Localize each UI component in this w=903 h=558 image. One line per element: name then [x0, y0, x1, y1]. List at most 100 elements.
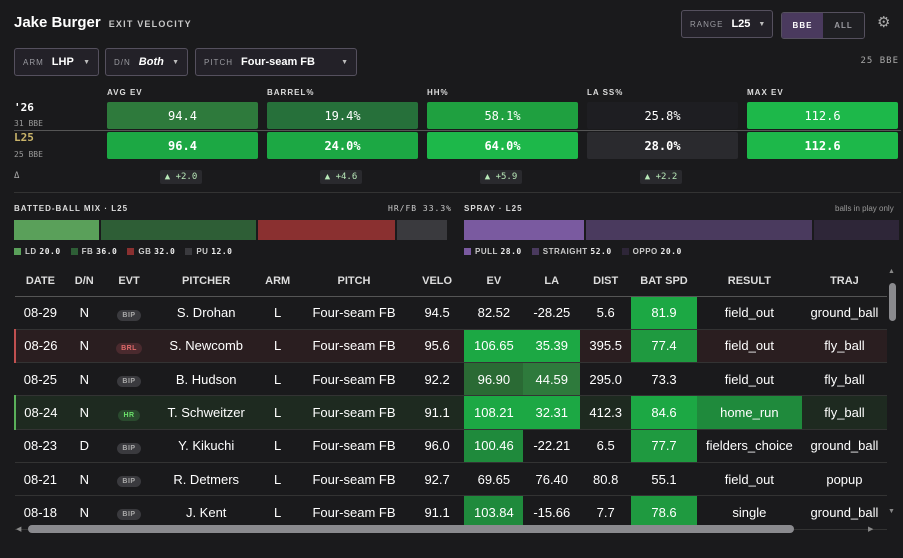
cell-pitch: Four-seam FB: [298, 395, 410, 430]
chevron-down-icon: ▼: [172, 58, 179, 66]
cell-dn: D: [65, 429, 103, 463]
cell-dn: N: [65, 296, 103, 330]
cell-date: 08-24: [14, 395, 66, 430]
bbe-toggle-button[interactable]: BBE: [782, 13, 823, 38]
cell-ev: 100.46: [464, 429, 524, 463]
cell-result: home_run: [696, 395, 802, 430]
all-toggle-button[interactable]: ALL: [823, 13, 864, 38]
range-select[interactable]: RANGE L25 ▼: [681, 10, 773, 38]
dn-value: Both: [138, 56, 164, 68]
cell-pitcher: B. Hudson: [155, 362, 258, 397]
cell-result: field_out: [696, 462, 802, 497]
cell-dn: N: [65, 362, 103, 397]
cell-ev: 103.84: [464, 495, 524, 530]
column-header[interactable]: RESULT: [696, 266, 802, 297]
cell-velo: 95.6: [409, 329, 465, 364]
column-header[interactable]: D/N: [65, 266, 103, 297]
batted-mix-legend: LD 20.0 FB 36.0 GB 32.0 PU 12.0: [14, 247, 232, 256]
event-badge: BIP: [117, 509, 141, 521]
table-row[interactable]: 08-29 N BIP S. Drohan L Four-seam FB 94.5 82.52…: [15, 296, 887, 330]
cell-traj: ground_ball: [801, 495, 887, 530]
metric-season-barrel: 19.4%: [267, 102, 418, 129]
delta-barrel: ▲ +4.6: [320, 170, 362, 184]
metric-header-la-ss: LA SS%: [587, 88, 624, 97]
spray-note: balls in play only: [835, 204, 894, 213]
table-row[interactable]: 08-18 N BIP J. Kent L Four-seam FB 91.1 103.84-…: [15, 495, 887, 530]
column-header[interactable]: ARM: [257, 266, 299, 297]
column-header[interactable]: PITCH: [298, 266, 410, 297]
chevron-down-icon: ▼: [758, 20, 766, 28]
cell-dist: 395.5: [580, 329, 632, 364]
legend-pu: PU 12.0: [185, 247, 232, 256]
scroll-left-icon[interactable]: ◀: [16, 526, 22, 533]
row-label-l25: L25: [14, 131, 34, 144]
event-badge: BIP: [117, 476, 141, 488]
legend-fb: FB 36.0: [70, 247, 118, 256]
row-label-season: '26: [14, 101, 34, 114]
bar-segment-straight: [586, 220, 814, 240]
table-row[interactable]: 08-25 N BIP B. Hudson L Four-seam FB 92.2 96.90…: [15, 362, 887, 397]
cell-bat: 77.7: [631, 429, 697, 463]
cell-traj: fly_ball: [801, 329, 887, 364]
table-body: 08-29 N BIP S. Drohan L Four-seam FB 94.5 82.52…: [14, 296, 887, 530]
cell-la: -28.25: [523, 296, 581, 330]
table-row[interactable]: 08-26 N BRL S. Newcomb L Four-seam FB 95.6 106.…: [14, 329, 887, 364]
column-header[interactable]: PITCHER: [155, 266, 258, 297]
cell-ev: 69.65: [464, 462, 524, 497]
table-header-row: DATE D/N EVT PITCHER ARM PITCH VELO EV LA DIST BAT…: [15, 266, 887, 297]
cell-evt: BIP: [102, 462, 156, 497]
metric-l25-avg-ev: 96.4: [107, 132, 258, 159]
cell-date: 08-29: [15, 296, 66, 330]
column-header[interactable]: DATE: [15, 266, 66, 297]
column-header[interactable]: EVT: [102, 266, 156, 297]
column-header[interactable]: DIST: [580, 266, 632, 297]
cell-result: field_out: [696, 296, 802, 330]
divider: [14, 130, 901, 131]
legend-straight: STRAIGHT 52.0: [531, 247, 612, 256]
column-header[interactable]: VELO: [409, 266, 465, 297]
column-header[interactable]: LA: [523, 266, 581, 297]
pitch-select[interactable]: PITCH Four-seam FB ▼: [195, 48, 357, 76]
delta-avg-ev: ▲ +2.0: [160, 170, 202, 184]
cell-la: 32.31: [523, 395, 581, 430]
scroll-right-icon[interactable]: ▶: [868, 526, 874, 533]
day-night-select[interactable]: D/N Both ▼: [105, 48, 188, 76]
table-row[interactable]: 08-21 N BIP R. Detmers L Four-seam FB 92.7 69.6…: [15, 462, 887, 497]
column-header[interactable]: BAT SPD: [631, 266, 697, 297]
legend-pull: PULL 28.0: [464, 247, 522, 256]
cell-arm: L: [257, 362, 299, 397]
column-header[interactable]: EV: [464, 266, 524, 297]
cell-pitch: Four-seam FB: [298, 296, 410, 330]
cell-ev: 96.90: [464, 362, 524, 397]
metric-l25-la-ss: 28.0%: [587, 132, 738, 159]
gear-icon[interactable]: ⚙: [877, 14, 891, 31]
metric-header-max-ev: MAX EV: [747, 88, 784, 97]
table-row[interactable]: 08-24 N HR T. Schweitzer L Four-seam FB 91.1 10…: [14, 395, 887, 430]
cell-la: 76.40: [523, 462, 581, 497]
vertical-scroll-thumb[interactable]: [889, 283, 896, 321]
cell-traj: ground_ball: [801, 429, 887, 463]
cell-dist: 5.6: [580, 296, 632, 330]
cell-bat: 84.6: [631, 395, 697, 430]
scroll-down-icon[interactable]: ▼: [888, 508, 895, 515]
batted-mix-title: BATTED-BALL MIX · L25: [14, 204, 129, 213]
pitch-label: PITCH: [204, 57, 233, 67]
arm-select[interactable]: ARM LHP ▼: [14, 48, 99, 76]
hr-fb-rate: HR/FB 33.3%: [388, 204, 452, 213]
bbe-count: 25 BBE: [860, 56, 899, 66]
horizontal-scroll-thumb[interactable]: [28, 525, 794, 533]
cell-evt: BIP: [102, 362, 156, 397]
scroll-up-icon[interactable]: ▲: [888, 268, 895, 275]
cell-dn: N: [65, 329, 103, 364]
table-row[interactable]: 08-23 D BIP Y. Kikuchi L Four-seam FB 96.0 100.…: [15, 429, 887, 463]
cell-bat: 55.1: [631, 462, 697, 497]
metric-l25-barrel: 24.0%: [267, 132, 418, 159]
spray-title: SPRAY · L25: [464, 204, 523, 213]
event-badge: BRL: [116, 342, 142, 354]
event-badge: BIP: [117, 309, 141, 321]
column-header[interactable]: TRAJ: [801, 266, 887, 297]
legend-ld: LD 20.0: [14, 247, 61, 256]
divider: [14, 192, 901, 193]
spray-legend: PULL 28.0 STRAIGHT 52.0 OPPO 20.0: [464, 247, 682, 256]
delta-hh: ▲ +5.9: [480, 170, 522, 184]
